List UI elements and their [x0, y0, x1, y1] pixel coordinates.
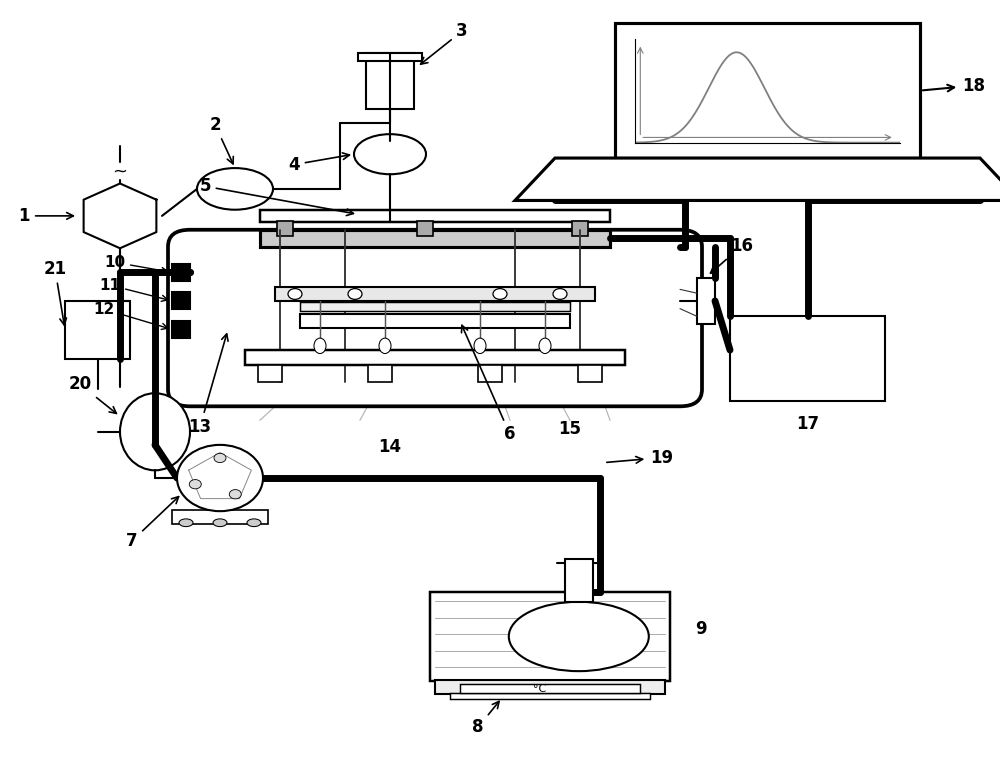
Ellipse shape — [120, 393, 190, 470]
Bar — [730, 316, 885, 401]
Bar — [358, 53, 422, 61]
Circle shape — [288, 288, 302, 299]
Text: 18: 18 — [923, 76, 985, 95]
Ellipse shape — [247, 519, 261, 527]
FancyBboxPatch shape — [168, 230, 702, 406]
Text: 21: 21 — [43, 260, 67, 325]
Bar — [430, 592, 670, 681]
Text: 9: 9 — [695, 620, 707, 638]
Text: 6: 6 — [462, 325, 516, 443]
Circle shape — [493, 288, 507, 299]
Text: 17: 17 — [796, 415, 819, 433]
Ellipse shape — [379, 338, 391, 354]
Text: ~: ~ — [112, 163, 128, 181]
Text: 7: 7 — [126, 497, 179, 550]
Bar — [615, 23, 920, 158]
Text: 15: 15 — [559, 420, 582, 439]
Bar — [277, 221, 293, 236]
Bar — [300, 301, 570, 311]
Text: 5: 5 — [199, 177, 353, 216]
Ellipse shape — [213, 519, 227, 527]
Text: °C: °C — [533, 684, 547, 693]
Bar — [172, 292, 190, 309]
Circle shape — [189, 480, 201, 489]
Text: 1: 1 — [18, 207, 73, 225]
Circle shape — [553, 288, 567, 299]
Bar — [172, 510, 268, 524]
Text: 19: 19 — [607, 449, 673, 466]
Bar — [565, 560, 593, 602]
Ellipse shape — [474, 338, 486, 354]
Bar — [260, 210, 610, 222]
Bar — [435, 680, 665, 694]
Bar — [275, 287, 595, 301]
Bar — [450, 693, 650, 699]
Text: 4: 4 — [288, 153, 349, 173]
Bar — [417, 221, 433, 236]
Text: 12: 12 — [94, 301, 168, 329]
Text: 3: 3 — [421, 22, 468, 64]
Circle shape — [177, 445, 263, 511]
Text: 8: 8 — [472, 702, 499, 736]
Bar — [172, 321, 190, 338]
Circle shape — [229, 490, 241, 499]
Polygon shape — [515, 158, 1000, 200]
Bar — [572, 221, 588, 236]
Bar — [697, 278, 715, 324]
Circle shape — [348, 288, 362, 299]
Bar — [245, 350, 625, 365]
Ellipse shape — [539, 338, 551, 354]
Bar — [368, 365, 392, 382]
Text: 10: 10 — [104, 254, 168, 274]
Bar — [260, 230, 610, 247]
Bar — [172, 264, 190, 281]
Bar — [478, 365, 502, 382]
Bar — [300, 314, 570, 328]
Text: 2: 2 — [209, 116, 233, 164]
Bar — [65, 301, 130, 359]
Text: 20: 20 — [68, 375, 116, 413]
Ellipse shape — [179, 519, 193, 527]
Ellipse shape — [354, 134, 426, 174]
Ellipse shape — [314, 338, 326, 354]
Bar — [578, 365, 602, 382]
Bar — [460, 684, 640, 693]
Circle shape — [214, 453, 226, 463]
Bar — [258, 365, 282, 382]
Text: 11: 11 — [99, 278, 168, 301]
Text: 13: 13 — [188, 334, 228, 436]
Ellipse shape — [509, 601, 649, 671]
Polygon shape — [84, 183, 156, 248]
Text: 14: 14 — [378, 438, 402, 456]
Text: 16: 16 — [711, 237, 754, 273]
Ellipse shape — [197, 168, 273, 210]
Bar — [366, 53, 414, 109]
